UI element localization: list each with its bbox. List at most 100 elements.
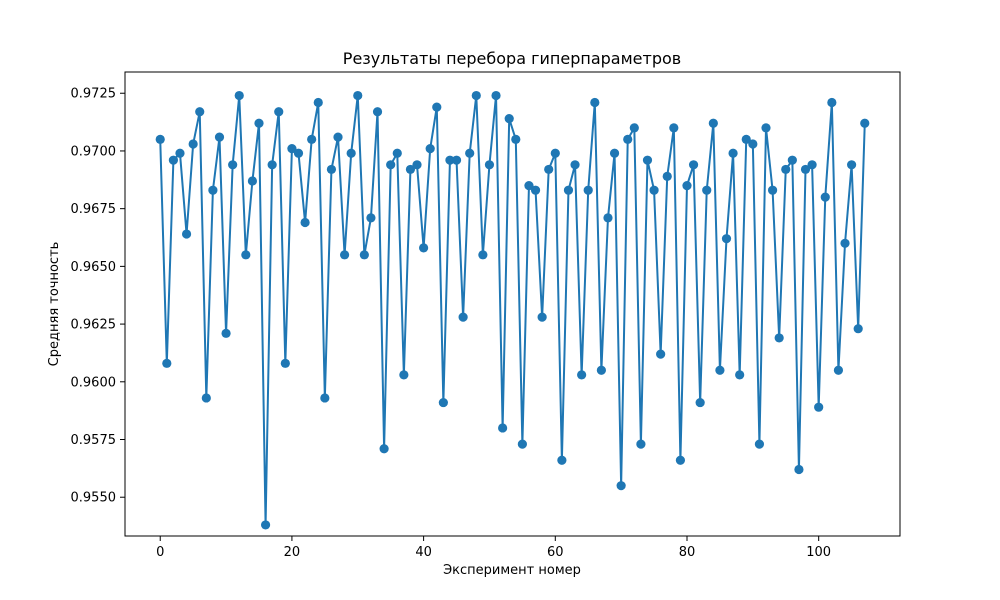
data-point: [293, 148, 304, 158]
data-point: [478, 250, 488, 260]
data-point: [557, 455, 567, 465]
data-point: [629, 123, 639, 133]
data-point: [840, 238, 850, 248]
data-point: [491, 90, 501, 101]
data-point: [656, 349, 666, 359]
data-point: [623, 134, 633, 145]
data-point: [530, 185, 541, 195]
data-point: [603, 213, 613, 223]
data-point: [445, 155, 455, 165]
y-tick-label: 0.9600: [71, 375, 117, 390]
y-tick-label: 0.9650: [71, 260, 117, 275]
data-point: [550, 148, 560, 158]
chart-title: Результаты перебора гиперпараметров: [343, 49, 681, 68]
data-point: [669, 123, 679, 133]
data-point: [287, 144, 297, 154]
data-point: [425, 144, 435, 154]
series-layer: [155, 90, 870, 530]
data-point: [787, 155, 797, 165]
data-point: [781, 164, 791, 175]
data-point: [682, 180, 692, 191]
y-tick-label: 0.9700: [71, 144, 117, 159]
data-point: [735, 370, 745, 380]
x-axis-label: Эксперимент номер: [443, 563, 581, 578]
data-point: [254, 118, 264, 128]
data-point: [353, 90, 363, 101]
y-axis-label: Средняя точность: [47, 242, 62, 367]
x-tick-label: 20: [284, 545, 301, 560]
x-tick-label: 0: [156, 545, 164, 560]
data-point: [767, 185, 778, 195]
y-tick-label: 0.9550: [71, 491, 117, 506]
data-point: [392, 148, 402, 158]
data-point: [715, 365, 725, 375]
data-point: [675, 455, 686, 465]
data-point: [860, 118, 870, 128]
data-point: [201, 393, 211, 403]
data-point: [247, 176, 258, 186]
data-point: [155, 134, 165, 145]
data-point: [662, 171, 672, 181]
data-point: [748, 139, 758, 149]
data-point: [465, 148, 475, 158]
data-point: [307, 134, 317, 145]
data-point: [708, 118, 718, 128]
data-point: [596, 365, 606, 375]
data-point: [642, 155, 653, 165]
data-point: [221, 328, 231, 338]
data-point: [511, 134, 521, 145]
data-point: [379, 444, 389, 454]
data-point: [695, 397, 705, 408]
data-point: [853, 324, 863, 334]
data-point: [214, 132, 225, 142]
plot-area: [124, 71, 901, 537]
data-point: [419, 243, 429, 253]
data-point: [372, 107, 383, 117]
data-point: [754, 439, 765, 449]
data-point: [517, 439, 527, 449]
data-point: [537, 312, 547, 322]
x-tick-label: 100: [806, 545, 831, 560]
y-tick-label: 0.9575: [71, 433, 117, 448]
data-point: [741, 134, 751, 145]
data-point: [649, 185, 659, 195]
data-point: [208, 185, 218, 195]
data-point: [590, 97, 600, 108]
data-point: [399, 370, 409, 380]
data-point: [241, 250, 251, 260]
data-point: [366, 213, 376, 223]
data-point: [609, 148, 620, 158]
data-point: [471, 90, 481, 101]
data-point: [794, 464, 804, 475]
data-point: [274, 107, 284, 117]
y-tick-label: 0.9675: [71, 202, 117, 217]
data-point: [800, 164, 811, 175]
data-point: [300, 217, 310, 228]
data-point: [359, 250, 369, 260]
data-point: [577, 370, 587, 380]
data-point: [260, 520, 271, 530]
data-point: [583, 185, 593, 195]
data-point: [820, 192, 830, 202]
data-point: [774, 333, 784, 343]
data-point: [563, 185, 574, 195]
data-point: [702, 185, 712, 195]
data-point: [267, 160, 277, 170]
data-point: [181, 229, 192, 239]
data-point: [761, 123, 771, 133]
data-point: [524, 180, 534, 191]
data-point: [616, 481, 626, 491]
data-point: [234, 90, 244, 101]
y-tick-label: 0.9725: [71, 87, 117, 102]
data-point: [498, 423, 508, 433]
data-point: [405, 164, 416, 175]
data-point: [636, 439, 646, 449]
data-point: [333, 132, 343, 142]
data-point: [814, 402, 824, 412]
data-point: [833, 365, 844, 375]
data-point: [688, 160, 699, 170]
data-point: [320, 393, 330, 403]
data-point: [162, 358, 172, 368]
